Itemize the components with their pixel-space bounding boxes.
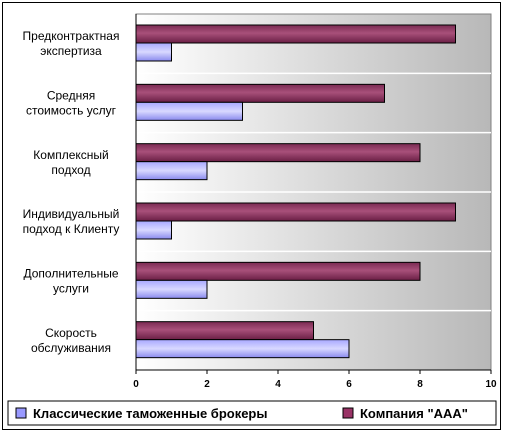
category-label: Средняя стоимость услуг [26,89,117,118]
bar-series-1-cat-3 [135,202,456,222]
bar-series-1-cat-1 [135,83,385,103]
legend-label-series-0: Классические таможенные брокеры [33,406,267,421]
gridlines [136,72,491,312]
legend-swatch-series-1 [342,407,354,419]
bar-series-1-cat-2 [135,143,421,163]
x-axis-ticks: 0 2 4 6 8 10 [133,370,497,390]
x-tick-label: 8 [417,379,423,390]
legend-label-series-1: Компания "ААА" [360,406,468,421]
category-label: Комплексный подход [33,148,108,177]
bar-series-0-cat-2 [135,161,208,181]
bar-series-1-cat-4 [135,261,421,281]
bar-series-0-cat-3 [135,220,172,240]
legend-swatch-series-0 [15,407,27,419]
bar-series-0-cat-1 [135,101,243,121]
category-label: Скорость обслуживания [31,326,111,355]
bars [135,24,456,359]
x-tick-label: 2 [204,379,210,390]
x-tick-label: 10 [485,379,497,390]
x-tick-label: 0 [133,379,139,390]
category-labels: Предконтрактная экспертиза Средняя стоимост… [23,29,120,355]
bar-series-0-cat-5 [135,339,350,359]
legend-item-series-1: Компания "ААА" [342,406,468,421]
legend: Классические таможенные брокеры Компания… [7,400,497,426]
bar-series-0-cat-0 [135,42,172,62]
x-tick-label: 6 [346,379,352,390]
category-label: Предконтрактная экспертиза [23,29,120,58]
bar-series-0-cat-4 [135,279,208,299]
legend-box [7,400,497,426]
x-tick-label: 4 [275,379,281,390]
bar-series-1-cat-0 [135,24,456,44]
bar-series-1-cat-5 [135,321,314,341]
category-label: Индивидуальный подход к Клиенту [23,207,120,236]
category-label: Дополнительные услуги [24,267,119,296]
legend-item-series-0: Классические таможенные брокеры [15,406,267,421]
